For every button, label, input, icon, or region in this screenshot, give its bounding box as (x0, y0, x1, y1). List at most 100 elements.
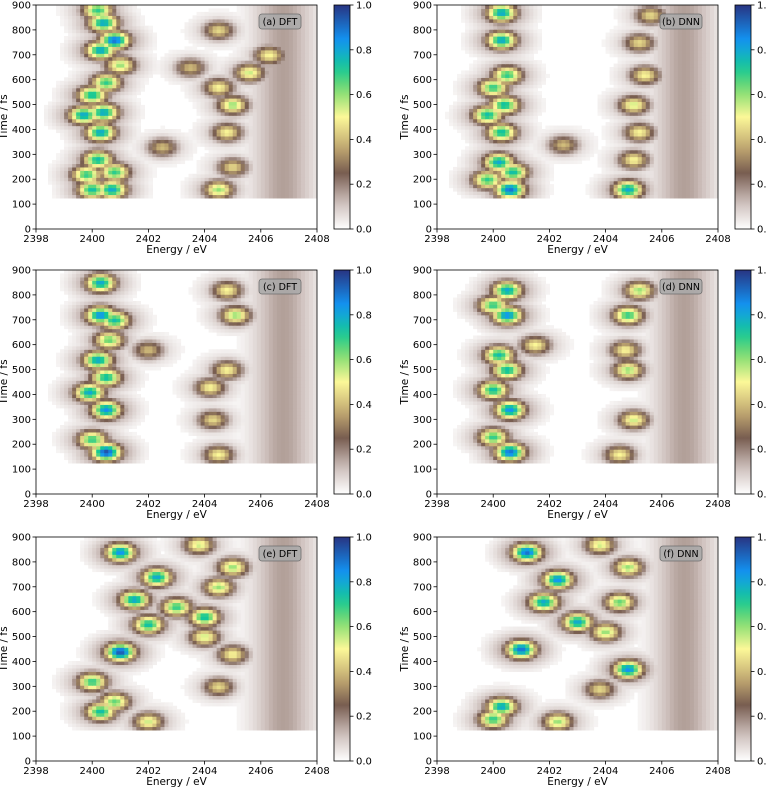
heatmap-cell (104, 191, 109, 196)
heatmap-cell (220, 22, 226, 27)
heatmap-cell (124, 91, 129, 96)
heatmap-cell (685, 125, 691, 130)
heatmap-cell (533, 129, 538, 134)
heatmap-cell (260, 98, 266, 103)
heatmap-cell (180, 135, 186, 140)
heatmap-cell (284, 87, 290, 92)
heatmap-cell (56, 129, 61, 134)
heatmap-cell (84, 29, 89, 34)
heatmap-cell (625, 122, 631, 127)
heatmap-cell (188, 77, 194, 82)
heatmap-cell (112, 98, 117, 103)
heatmap-cell (485, 170, 490, 175)
heatmap-cell (625, 187, 631, 192)
heatmap-cell (136, 101, 141, 106)
heatmap-cell (573, 153, 579, 158)
heatmap-cell (577, 125, 583, 130)
heatmap-cell (72, 98, 77, 103)
heatmap-cell (705, 156, 711, 161)
y-tick-label: 0 (25, 225, 31, 236)
heatmap-cell (180, 87, 186, 92)
heatmap-cell (108, 80, 113, 85)
heatmap-cell (88, 77, 93, 82)
heatmap-cell (677, 166, 683, 171)
heatmap-cell (521, 122, 526, 127)
heatmap-cell (649, 184, 655, 189)
heatmap-cell (68, 22, 73, 27)
heatmap-cell (489, 94, 494, 99)
heatmap-cell (553, 153, 559, 158)
heatmap-cell (509, 177, 514, 182)
heatmap-cell (252, 87, 258, 92)
heatmap-cell (677, 135, 683, 140)
heatmap-cell (72, 49, 77, 54)
heatmap-cell (72, 160, 77, 165)
heatmap-cell (112, 70, 117, 75)
heatmap-cell (236, 25, 242, 30)
heatmap-cell (132, 191, 137, 196)
heatmap-cell (525, 115, 530, 120)
heatmap-cell (465, 170, 470, 175)
heatmap-cell (104, 11, 109, 16)
heatmap-cell (76, 73, 81, 78)
heatmap-cell (80, 15, 85, 20)
heatmap-cell (256, 180, 262, 185)
heatmap-cell (52, 173, 57, 178)
heatmap-cell (104, 8, 109, 13)
heatmap-cell (128, 91, 133, 96)
heatmap-cell (533, 153, 538, 158)
heatmap-cell (232, 111, 238, 116)
heatmap-cell (605, 156, 611, 161)
heatmap-cell (172, 77, 178, 82)
heatmap-cell (96, 180, 101, 185)
heatmap-cell (196, 111, 202, 116)
heatmap-cell (693, 104, 699, 109)
heatmap-cell (52, 111, 57, 116)
heatmap-cell (192, 101, 198, 106)
heatmap-cell (268, 67, 274, 72)
heatmap-cell (689, 156, 695, 161)
heatmap-cell (537, 104, 542, 109)
heatmap-cell (104, 15, 109, 20)
heatmap-cell (144, 36, 149, 41)
heatmap-cell (224, 135, 230, 140)
heatmap-cell (545, 160, 550, 165)
heatmap-cell (573, 132, 579, 137)
heatmap-cell (48, 163, 53, 168)
heatmap-cell (677, 101, 683, 106)
heatmap-cell (196, 36, 202, 41)
heatmap-cell (589, 132, 595, 137)
heatmap-cell (625, 149, 631, 154)
heatmap-cell (228, 80, 234, 85)
heatmap-cell (228, 153, 234, 158)
heatmap-cell (232, 53, 238, 58)
heatmap-cell (52, 187, 57, 192)
heatmap-cell (517, 184, 522, 189)
heatmap-cell (509, 122, 514, 127)
heatmap-cell (192, 173, 198, 178)
heatmap-cell (68, 46, 73, 51)
heatmap-cell (228, 42, 234, 47)
heatmap-cell (248, 160, 254, 165)
heatmap-cell (296, 115, 302, 120)
heatmap-cell (124, 111, 129, 116)
heatmap-cell (505, 101, 510, 106)
heatmap-cell (236, 180, 242, 185)
heatmap-cell (192, 122, 198, 127)
heatmap-cell (645, 156, 651, 161)
heatmap-cell (80, 63, 85, 68)
heatmap-cell (689, 177, 695, 182)
heatmap-cell (272, 184, 278, 189)
heatmap-cell (100, 91, 105, 96)
heatmap-cell (132, 139, 137, 144)
heatmap-cell (485, 135, 490, 140)
heatmap-cell (617, 160, 623, 165)
heatmap-cell (92, 42, 97, 47)
heatmap-cell (264, 160, 270, 165)
heatmap-cell (288, 166, 294, 171)
heatmap-cell (625, 184, 631, 189)
heatmap-cell (264, 129, 270, 134)
heatmap-cell (677, 104, 683, 109)
heatmap-cell (112, 67, 117, 72)
heatmap-cell (268, 42, 274, 47)
